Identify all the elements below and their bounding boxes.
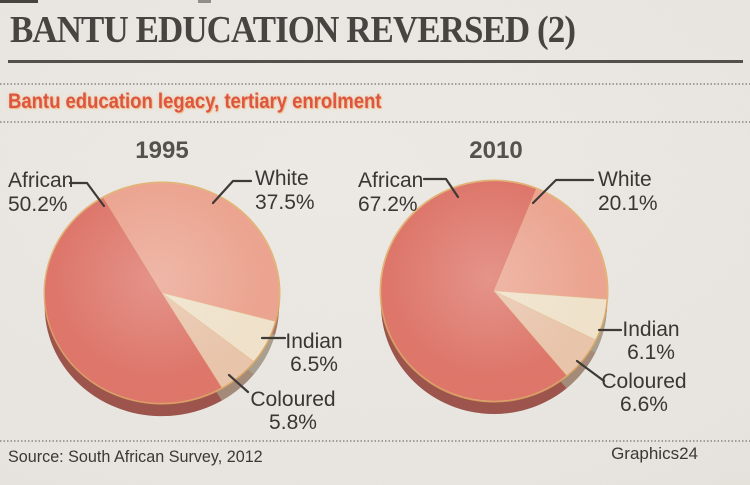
label-2010-african-name: African	[358, 169, 424, 192]
chart-title-2010: 2010	[469, 137, 523, 164]
label-1995-indian-name: Indian	[285, 330, 343, 353]
label-2010-white: White 20.1%	[598, 168, 658, 216]
dotted-rule-bottom	[0, 440, 750, 442]
label-1995-indian-value: 6.5%	[290, 353, 338, 376]
label-2010-african-value: 67.2%	[358, 193, 418, 216]
label-2010-african: African 67.2%	[358, 169, 423, 217]
chart-title-1995: 1995	[135, 137, 189, 164]
label-1995-white-value: 37.5%	[255, 191, 315, 214]
label-1995-african-name: African	[8, 169, 74, 192]
label-1995-white: White 37.5%	[255, 167, 315, 215]
label-1995-coloured-name: Coloured	[250, 388, 336, 411]
label-2010-indian-name: Indian	[622, 318, 680, 341]
credit: Graphics24	[611, 444, 698, 463]
label-1995-coloured-value: 5.8%	[269, 411, 317, 434]
label-2010-white-name: White	[598, 168, 652, 191]
label-2010-indian-value: 6.1%	[627, 341, 675, 364]
label-2010-indian: Indian 6.1%	[622, 318, 679, 364]
label-1995-african: African 50.2%	[8, 169, 73, 217]
label-2010-coloured: Coloured 6.6%	[601, 370, 686, 416]
label-2010-white-value: 20.1%	[598, 192, 658, 215]
label-1995-white-name: White	[255, 167, 309, 190]
source-note: Source: South African Survey, 2012	[8, 447, 263, 466]
label-1995-african-value: 50.2%	[8, 193, 68, 216]
label-2010-coloured-value: 6.6%	[620, 393, 668, 416]
label-1995-coloured: Coloured 5.8%	[250, 388, 335, 434]
label-2010-coloured-name: Coloured	[601, 370, 687, 393]
label-1995-indian: Indian 6.5%	[285, 330, 342, 376]
